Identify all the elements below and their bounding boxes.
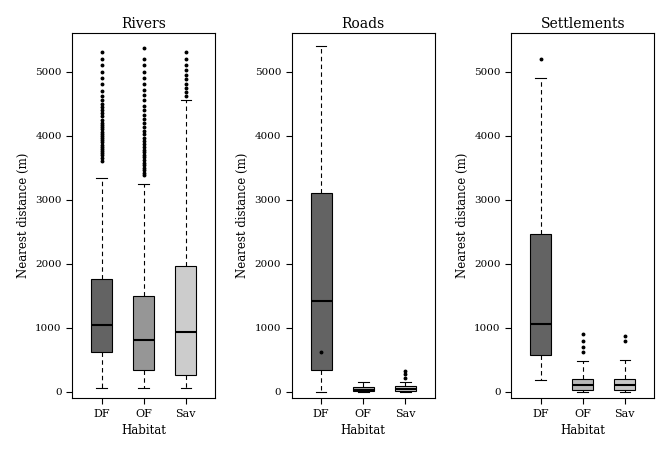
PathPatch shape <box>311 193 331 370</box>
Y-axis label: Nearest distance (m): Nearest distance (m) <box>17 153 30 278</box>
PathPatch shape <box>615 379 635 390</box>
PathPatch shape <box>91 279 112 352</box>
PathPatch shape <box>175 266 197 375</box>
Title: Rivers: Rivers <box>121 17 166 31</box>
Y-axis label: Nearest distance (m): Nearest distance (m) <box>236 153 249 278</box>
Title: Roads: Roads <box>342 17 385 31</box>
X-axis label: Habitat: Habitat <box>341 424 386 437</box>
PathPatch shape <box>572 379 593 390</box>
X-axis label: Habitat: Habitat <box>560 424 605 437</box>
X-axis label: Habitat: Habitat <box>121 424 166 437</box>
PathPatch shape <box>395 386 416 391</box>
Y-axis label: Nearest distance (m): Nearest distance (m) <box>456 153 468 278</box>
PathPatch shape <box>134 296 154 370</box>
Title: Settlements: Settlements <box>540 17 625 31</box>
PathPatch shape <box>530 234 551 355</box>
PathPatch shape <box>353 387 374 391</box>
